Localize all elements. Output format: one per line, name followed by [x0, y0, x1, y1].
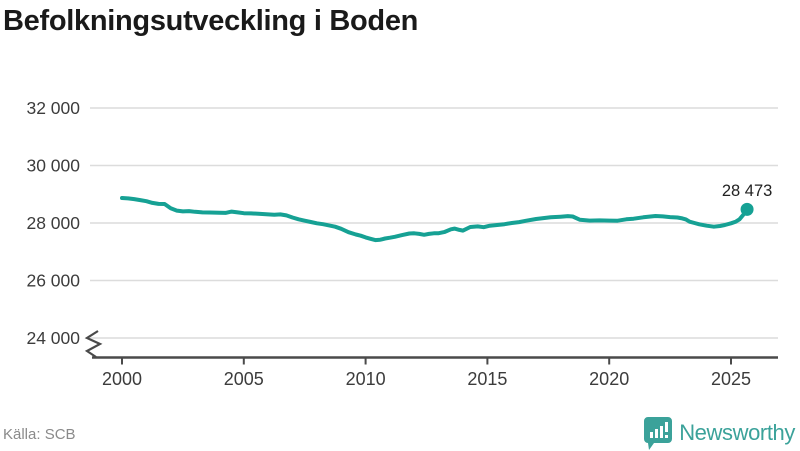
newsworthy-brand: Newsworthy	[643, 415, 795, 451]
x-axis-tick-label: 2010	[346, 369, 386, 389]
y-axis-tick-label: 24 000	[26, 328, 80, 348]
axis-break-icon	[84, 330, 103, 358]
latest-value-label: 28 473	[722, 182, 772, 200]
x-axis-tick-label: 2025	[711, 369, 751, 389]
newsworthy-brand-text: Newsworthy	[679, 420, 795, 445]
population-series-line	[120, 196, 750, 243]
source-label: Källa: SCB	[3, 426, 76, 443]
y-axis-tick-label: 26 000	[26, 271, 80, 291]
latest-value-dot	[740, 202, 754, 216]
x-axis-tick-label: 2000	[102, 369, 142, 389]
x-axis-tick-label: 2015	[467, 369, 507, 389]
newsworthy-logo-icon	[644, 417, 673, 450]
y-axis-tick-label: 32 000	[26, 98, 80, 118]
chart-title: Befolkningsutveckling i Boden	[3, 5, 419, 37]
y-axis-tick-label: 28 000	[26, 213, 80, 233]
x-axis-tick-label: 2020	[589, 369, 629, 389]
x-axis-tick-label: 2005	[224, 369, 264, 389]
y-axis-tick-label: 30 000	[26, 156, 80, 176]
